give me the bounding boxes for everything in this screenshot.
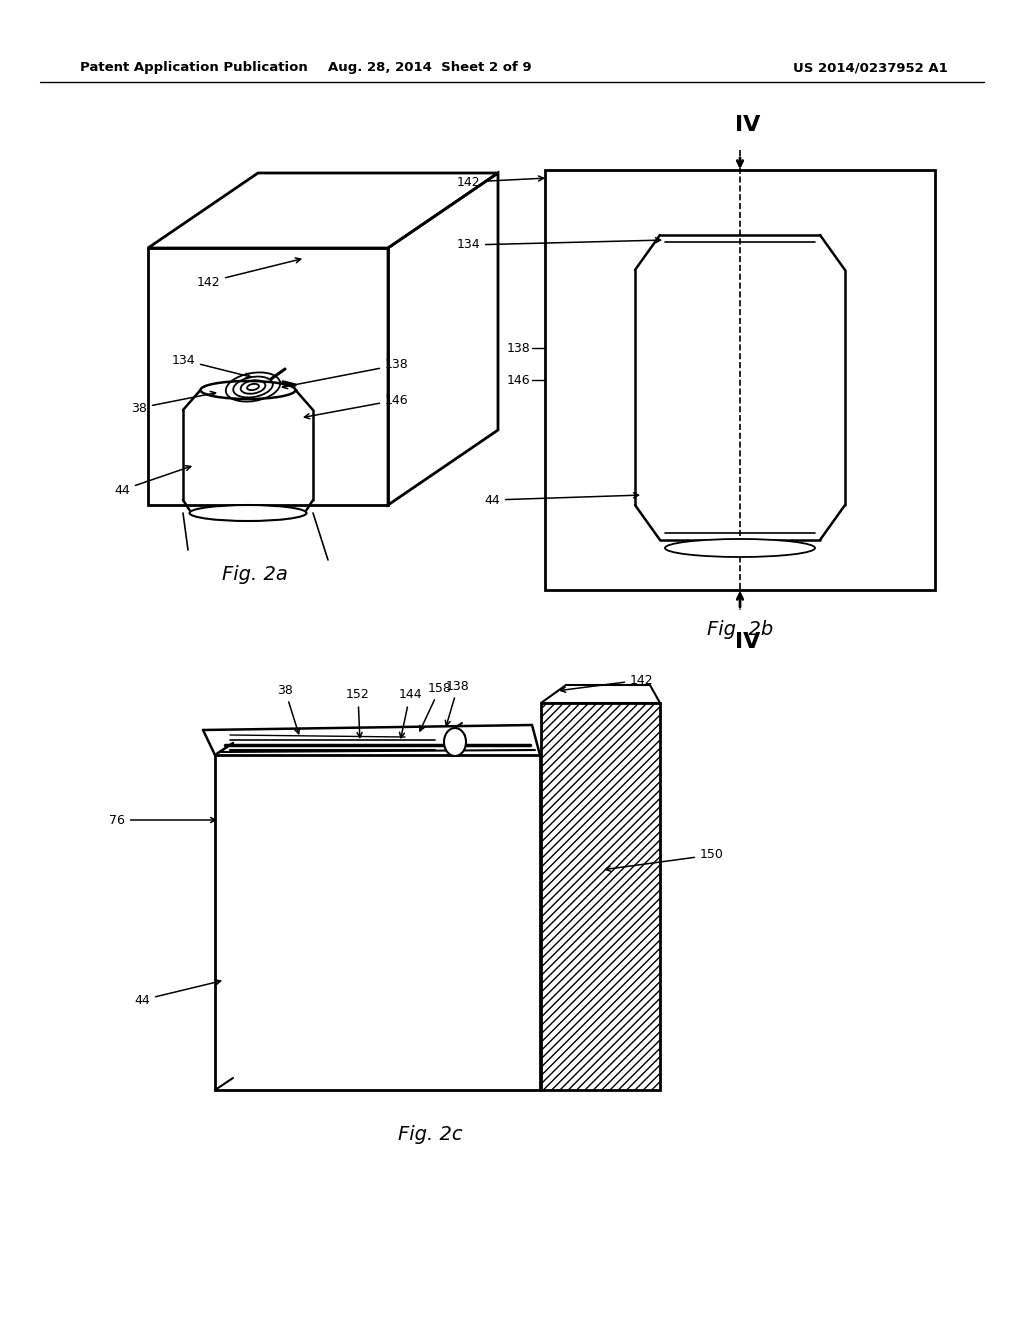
- Text: IV: IV: [735, 632, 761, 652]
- Text: 44: 44: [115, 466, 190, 496]
- Text: 146: 146: [507, 374, 530, 387]
- Ellipse shape: [201, 381, 296, 399]
- Text: 38: 38: [278, 684, 300, 734]
- Text: 158: 158: [420, 681, 452, 731]
- Text: 138: 138: [445, 680, 470, 726]
- Text: 150: 150: [605, 849, 724, 871]
- Text: 134: 134: [457, 238, 660, 252]
- Text: 146: 146: [304, 393, 409, 418]
- Text: 152: 152: [346, 689, 370, 738]
- Text: 142: 142: [197, 257, 301, 289]
- Text: IV: IV: [735, 115, 761, 135]
- Text: 76: 76: [110, 813, 215, 826]
- Text: 38: 38: [131, 392, 216, 414]
- Text: Fig. 2c: Fig. 2c: [397, 1125, 462, 1144]
- Polygon shape: [541, 704, 660, 1090]
- Text: 134: 134: [171, 354, 251, 378]
- Text: 144: 144: [398, 689, 422, 738]
- Polygon shape: [541, 685, 660, 704]
- Text: 142: 142: [457, 176, 544, 189]
- Ellipse shape: [665, 539, 815, 557]
- Text: 44: 44: [484, 492, 639, 507]
- Text: 44: 44: [134, 979, 220, 1006]
- Text: Patent Application Publication: Patent Application Publication: [80, 62, 308, 74]
- Text: US 2014/0237952 A1: US 2014/0237952 A1: [793, 62, 947, 74]
- Ellipse shape: [189, 506, 306, 521]
- Text: Fig. 2b: Fig. 2b: [707, 620, 773, 639]
- Text: 142: 142: [560, 673, 653, 692]
- Text: 138: 138: [506, 342, 530, 355]
- Ellipse shape: [444, 729, 466, 756]
- Text: Fig. 2a: Fig. 2a: [222, 565, 288, 583]
- Text: Aug. 28, 2014  Sheet 2 of 9: Aug. 28, 2014 Sheet 2 of 9: [328, 62, 531, 74]
- Text: 138: 138: [283, 359, 409, 388]
